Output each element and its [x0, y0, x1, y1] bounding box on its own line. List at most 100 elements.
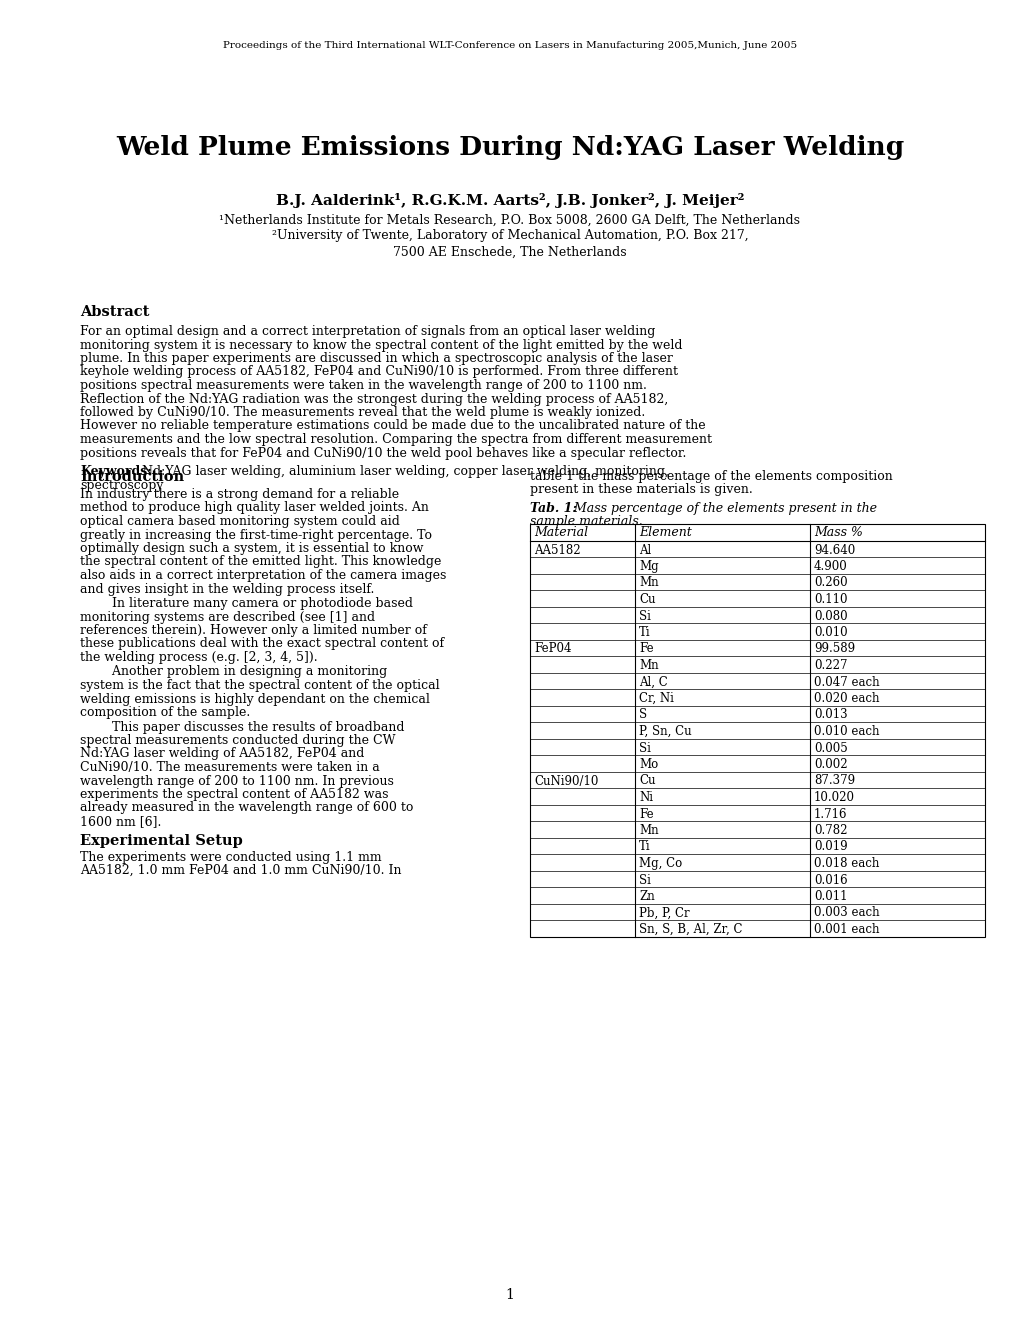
Text: monitoring systems are described (see [1] and: monitoring systems are described (see [1…	[79, 610, 375, 623]
Text: references therein). However only a limited number of: references therein). However only a limi…	[79, 624, 427, 638]
Text: experiments the spectral content of AA5182 was: experiments the spectral content of AA51…	[79, 788, 388, 801]
Text: wavelength range of 200 to 1100 nm. In previous: wavelength range of 200 to 1100 nm. In p…	[79, 775, 393, 788]
Text: The experiments were conducted using 1.1 mm: The experiments were conducted using 1.1…	[79, 850, 381, 863]
Text: already measured in the wavelength range of 600 to: already measured in the wavelength range…	[79, 801, 413, 814]
Text: present in these materials is given.: present in these materials is given.	[530, 483, 752, 496]
Text: Element: Element	[638, 527, 691, 540]
Text: Keywords:: Keywords:	[79, 465, 152, 478]
Text: FeP04: FeP04	[534, 643, 571, 656]
Text: 0.016: 0.016	[813, 874, 847, 887]
Text: Al: Al	[638, 544, 650, 557]
Text: Experimental Setup: Experimental Setup	[79, 833, 243, 847]
Text: Mass %: Mass %	[813, 527, 862, 540]
Text: table 1 the mass percentage of the elements composition: table 1 the mass percentage of the eleme…	[530, 470, 892, 483]
Text: Reflection of the Nd:YAG radiation was the strongest during the welding process : Reflection of the Nd:YAG radiation was t…	[79, 392, 667, 405]
Text: sample materials.: sample materials.	[530, 516, 642, 528]
Text: 0.010 each: 0.010 each	[813, 725, 878, 738]
Text: Si: Si	[638, 742, 650, 755]
Text: 7500 AE Enschede, The Netherlands: 7500 AE Enschede, The Netherlands	[392, 246, 627, 259]
Text: Si: Si	[638, 610, 650, 623]
Text: Tab. 1:: Tab. 1:	[530, 502, 577, 515]
Text: 0.005: 0.005	[813, 742, 847, 755]
Text: CuNi90/10. The measurements were taken in a: CuNi90/10. The measurements were taken i…	[79, 762, 379, 774]
Text: Ni: Ni	[638, 791, 652, 804]
Text: 0.018 each: 0.018 each	[813, 857, 878, 870]
Text: 1600 nm [6].: 1600 nm [6].	[79, 814, 161, 828]
Text: Mn: Mn	[638, 577, 658, 590]
Text: Ti: Ti	[638, 626, 650, 639]
Text: spectral measurements conducted during the CW: spectral measurements conducted during t…	[79, 734, 395, 747]
Text: Fe: Fe	[638, 808, 653, 821]
Text: 94.640: 94.640	[813, 544, 854, 557]
Text: AA5182: AA5182	[534, 544, 580, 557]
Text: Abstract: Abstract	[79, 305, 149, 319]
Text: Zn: Zn	[638, 890, 654, 903]
Text: In industry there is a strong demand for a reliable: In industry there is a strong demand for…	[79, 488, 398, 502]
Text: welding emissions is highly dependant on the chemical: welding emissions is highly dependant on…	[79, 693, 429, 705]
Text: 0.019: 0.019	[813, 841, 847, 854]
Text: Introduction: Introduction	[79, 470, 184, 484]
Text: ¹Netherlands Institute for Metals Research, P.O. Box 5008, 2600 GA Delft, The Ne: ¹Netherlands Institute for Metals Resear…	[219, 214, 800, 227]
Text: Mass percentage of the elements present in the: Mass percentage of the elements present …	[570, 502, 876, 515]
Text: 0.011: 0.011	[813, 890, 847, 903]
Text: positions spectral measurements were taken in the wavelength range of 200 to 110: positions spectral measurements were tak…	[79, 379, 646, 392]
Text: Weld Plume Emissions During Nd:YAG Laser Welding: Weld Plume Emissions During Nd:YAG Laser…	[116, 136, 903, 161]
Text: Al, C: Al, C	[638, 676, 667, 689]
Text: composition of the sample.: composition of the sample.	[79, 706, 250, 719]
Text: Nd:YAG laser welding, aluminium laser welding, copper laser welding, monitoring,: Nd:YAG laser welding, aluminium laser we…	[138, 465, 668, 478]
Text: greatly in increasing the first-time-right percentage. To: greatly in increasing the first-time-rig…	[79, 528, 432, 541]
Text: 87.379: 87.379	[813, 775, 854, 788]
Text: However no reliable temperature estimations could be made due to the uncalibrate: However no reliable temperature estimati…	[79, 420, 705, 433]
Text: plume. In this paper experiments are discussed in which a spectroscopic analysis: plume. In this paper experiments are dis…	[79, 352, 673, 366]
Text: 99.589: 99.589	[813, 643, 854, 656]
Text: 0.110: 0.110	[813, 593, 847, 606]
Text: optical camera based monitoring system could aid: optical camera based monitoring system c…	[79, 515, 399, 528]
Text: 1: 1	[505, 1288, 514, 1302]
Text: Mn: Mn	[638, 659, 658, 672]
Text: Mo: Mo	[638, 758, 657, 771]
Text: system is the fact that the spectral content of the optical: system is the fact that the spectral con…	[79, 678, 439, 692]
Text: Fe: Fe	[638, 643, 653, 656]
Text: B.J. Aalderink¹, R.G.K.M. Aarts², J.B. Jonker², J. Meijer²: B.J. Aalderink¹, R.G.K.M. Aarts², J.B. J…	[275, 193, 744, 207]
Text: Si: Si	[638, 874, 650, 887]
Text: For an optimal design and a correct interpretation of signals from an optical la: For an optimal design and a correct inte…	[79, 325, 655, 338]
Text: Pb, P, Cr: Pb, P, Cr	[638, 907, 689, 920]
Text: the welding process (e.g. [2, 3, 4, 5]).: the welding process (e.g. [2, 3, 4, 5]).	[79, 651, 317, 664]
Text: Mg: Mg	[638, 560, 658, 573]
Text: measurements and the low spectral resolution. Comparing the spectra from differe: measurements and the low spectral resolu…	[79, 433, 711, 446]
Text: 0.013: 0.013	[813, 709, 847, 722]
Text: positions reveals that for FeP04 and CuNi90/10 the weld pool behaves like a spec: positions reveals that for FeP04 and CuN…	[79, 446, 686, 459]
Text: 0.260: 0.260	[813, 577, 847, 590]
Text: 0.010: 0.010	[813, 626, 847, 639]
Text: monitoring system it is necessary to know the spectral content of the light emit: monitoring system it is necessary to kno…	[79, 338, 682, 351]
Text: S: S	[638, 709, 646, 722]
Text: P, Sn, Cu: P, Sn, Cu	[638, 725, 691, 738]
Text: 0.047 each: 0.047 each	[813, 676, 878, 689]
Text: Sn, S, B, Al, Zr, C: Sn, S, B, Al, Zr, C	[638, 923, 742, 936]
Text: spectroscopy: spectroscopy	[79, 479, 163, 491]
Text: 10.020: 10.020	[813, 791, 854, 804]
Text: Cr, Ni: Cr, Ni	[638, 692, 674, 705]
Text: 4.900: 4.900	[813, 560, 847, 573]
Text: method to produce high quality laser welded joints. An: method to produce high quality laser wel…	[79, 502, 428, 515]
Text: followed by CuNi90/10. The measurements reveal that the weld plume is weakly ion: followed by CuNi90/10. The measurements …	[79, 407, 645, 418]
Text: and gives insight in the welding process itself.: and gives insight in the welding process…	[79, 582, 374, 595]
Text: Mg, Co: Mg, Co	[638, 857, 682, 870]
Text: these publications deal with the exact spectral content of: these publications deal with the exact s…	[79, 638, 443, 651]
Text: 1.716: 1.716	[813, 808, 847, 821]
Text: optimally design such a system, it is essential to know: optimally design such a system, it is es…	[79, 543, 423, 554]
Text: In literature many camera or photodiode based: In literature many camera or photodiode …	[79, 597, 413, 610]
Text: Material: Material	[534, 527, 588, 540]
Bar	[530, 524, 984, 936]
Text: This paper discusses the results of broadband: This paper discusses the results of broa…	[79, 721, 405, 734]
Text: also aids in a correct interpretation of the camera images: also aids in a correct interpretation of…	[79, 569, 446, 582]
Text: the spectral content of the emitted light. This knowledge: the spectral content of the emitted ligh…	[79, 556, 441, 569]
Text: Nd:YAG laser welding of AA5182, FeP04 and: Nd:YAG laser welding of AA5182, FeP04 an…	[79, 747, 364, 760]
Text: keyhole welding process of AA5182, FeP04 and CuNi90/10 is performed. From three : keyhole welding process of AA5182, FeP04…	[79, 366, 678, 379]
Text: Another problem in designing a monitoring: Another problem in designing a monitorin…	[79, 665, 387, 678]
Text: 0.080: 0.080	[813, 610, 847, 623]
Text: ²University of Twente, Laboratory of Mechanical Automation, P.O. Box 217,: ²University of Twente, Laboratory of Mec…	[271, 230, 748, 243]
Text: Mn: Mn	[638, 824, 658, 837]
Text: 0.001 each: 0.001 each	[813, 923, 878, 936]
Text: Proceedings of the Third International WLT-Conference on Lasers in Manufacturing: Proceedings of the Third International W…	[223, 41, 796, 49]
